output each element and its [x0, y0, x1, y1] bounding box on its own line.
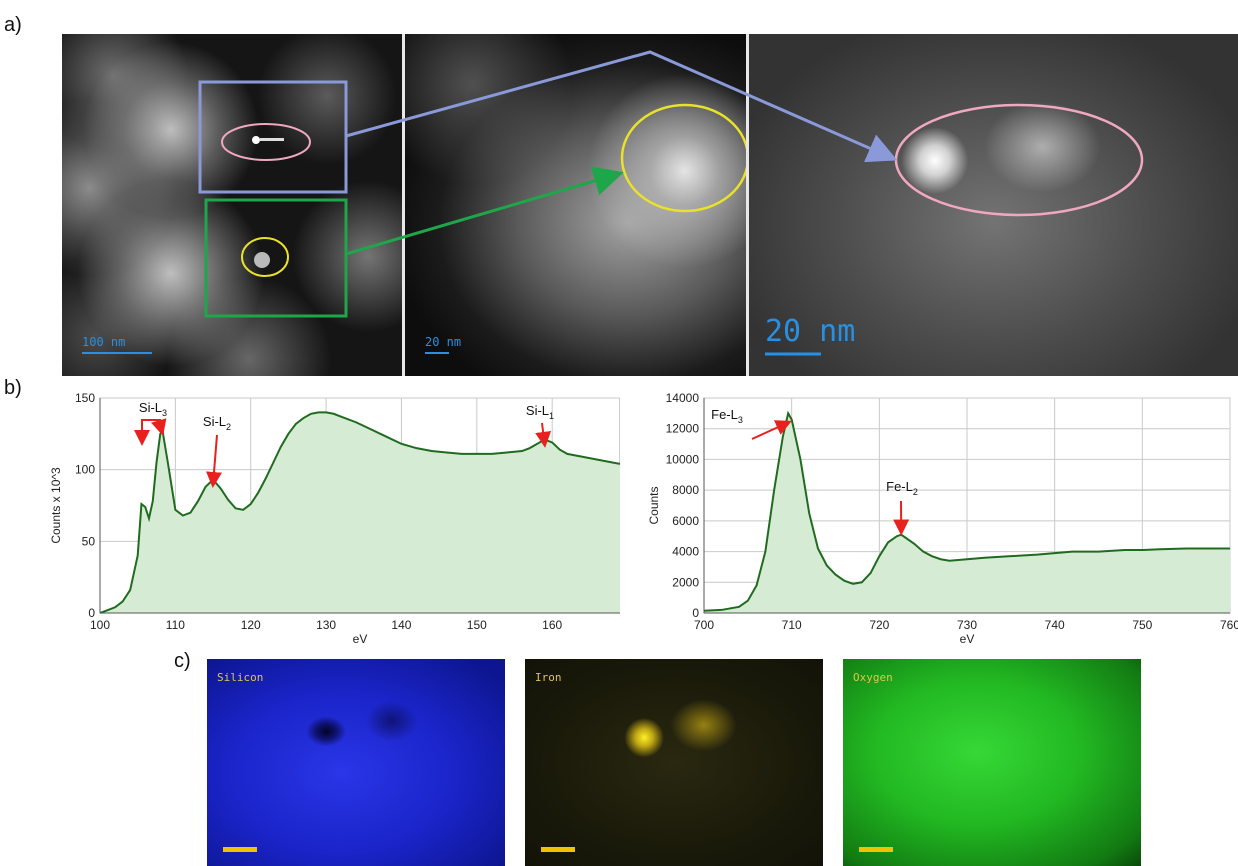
fe-y-tick-label: 2000: [672, 575, 699, 589]
blue-connector-arrow: [345, 50, 898, 163]
si-spectrum-line: [99, 411, 620, 614]
scale-text-middle: 20 nm: [425, 335, 462, 349]
fe-x-tick-label: 750: [1132, 618, 1152, 632]
elemental-map-oxygen: Oxygen: [843, 659, 1141, 866]
fe-area-fill: [704, 413, 1230, 613]
si-annotation-arrow: [206, 434, 222, 488]
si-x-tick-label: 130: [316, 618, 336, 632]
image-divider-1: [402, 34, 405, 376]
fe-x-tick-label: 740: [1045, 618, 1065, 632]
fe-spectrum-line: [703, 410, 1230, 612]
si-y-axis-label: Counts x 10^3: [49, 467, 63, 544]
si-annotation-label: Si-L2: [203, 414, 231, 432]
green-selection-box: [204, 198, 348, 318]
fe-x-tick-label: 730: [957, 618, 977, 632]
fe-x-tick-label: 760: [1220, 618, 1238, 632]
fe-x-axis-label: eV: [960, 632, 975, 646]
si-y-tick-label: 50: [82, 534, 96, 548]
scale-text-right: 20 nm: [765, 314, 856, 349]
map-label-oxygen: Oxygen: [853, 671, 893, 684]
si-y-tick-label: 100: [75, 463, 95, 477]
fe-annotation-label: Fe-L3: [711, 407, 743, 425]
pink-ellipse-small: [221, 123, 311, 161]
yellow-circle-small: [241, 237, 289, 277]
panel-label-a: a): [4, 14, 22, 36]
si-x-tick-label: 150: [467, 618, 487, 632]
fe-y-tick-label: 14000: [666, 391, 700, 405]
map-label-iron: Iron: [535, 671, 562, 684]
fe-y-tick-label: 12000: [666, 422, 700, 436]
si-x-axis-label: eV: [353, 632, 368, 646]
si-y-tick-label: 0: [88, 606, 95, 620]
scale-text-overview: 100 nm: [82, 335, 126, 349]
blue-selection-box: [198, 80, 348, 194]
yellow-circle-large: [620, 103, 746, 213]
green-connector-arrow: [345, 166, 624, 256]
si-x-tick-label: 140: [391, 618, 411, 632]
zoom-yellow-overlay: [425, 103, 746, 354]
fe-y-axis-label: Counts: [647, 486, 661, 524]
panel-label-b: b): [4, 377, 22, 399]
si-annotation-label: Si-L3: [139, 400, 167, 418]
fe-x-tick-label: 700: [694, 618, 714, 632]
fe-y-tick-label: 6000: [672, 514, 699, 528]
em-image-zoom-pink: 20 nm: [749, 34, 1238, 376]
si-x-tick-label: 160: [542, 618, 562, 632]
map-scale-iron: [541, 847, 575, 852]
fe-y-tick-label: 8000: [672, 483, 699, 497]
fe-edge-spectrum-chart: 700 710 720 730 740 750 760 0 2000 4000 6000 8000 10…: [647, 391, 1238, 646]
em-image-strip: 100 nm 20 nm 20 nm: [62, 34, 1238, 376]
si-x-tick-label: 100: [90, 618, 110, 632]
fe-annotation-arrow: [751, 420, 792, 440]
map-label-silicon: Silicon: [217, 671, 264, 684]
si-x-tick-label: 110: [166, 618, 185, 632]
si-edge-spectrum-chart: 100 110 120 130 140 150 160 0 50 100 150 eV Counts x…: [49, 391, 620, 646]
panel-label-c: c): [174, 650, 191, 672]
image-divider-2: [746, 34, 749, 376]
bright-rod-small: [260, 138, 284, 141]
elemental-map-iron: Iron: [525, 659, 823, 866]
bright-particle-small: [252, 136, 260, 144]
bright-cluster-small: [254, 252, 270, 268]
elemental-map-silicon: Silicon: [207, 659, 505, 866]
si-annotation-label: Si-L1: [526, 403, 554, 421]
overview-overlay: [82, 80, 348, 354]
fe-y-tick-label: 0: [692, 606, 699, 620]
fe-y-tick-label: 4000: [672, 545, 699, 559]
em-image-zoom-yellow: 20 nm: [405, 34, 746, 376]
si-annotation-arrow: [535, 422, 552, 448]
fe-x-tick-label: 710: [782, 618, 802, 632]
fe-y-tick-label: 10000: [666, 452, 700, 466]
map-scale-oxygen: [859, 847, 893, 852]
si-y-tick-label: 150: [75, 391, 95, 405]
em-image-overview: 100 nm: [62, 34, 402, 376]
si-annotation-arrow: [151, 418, 167, 436]
si-x-tick-label: 120: [241, 618, 261, 632]
fe-annotation-label: Fe-L2: [886, 479, 918, 497]
map-scale-silicon: [223, 847, 257, 852]
si-area-fill: [100, 412, 620, 613]
zoom-connectors: [345, 50, 898, 256]
fe-x-tick-label: 720: [869, 618, 889, 632]
